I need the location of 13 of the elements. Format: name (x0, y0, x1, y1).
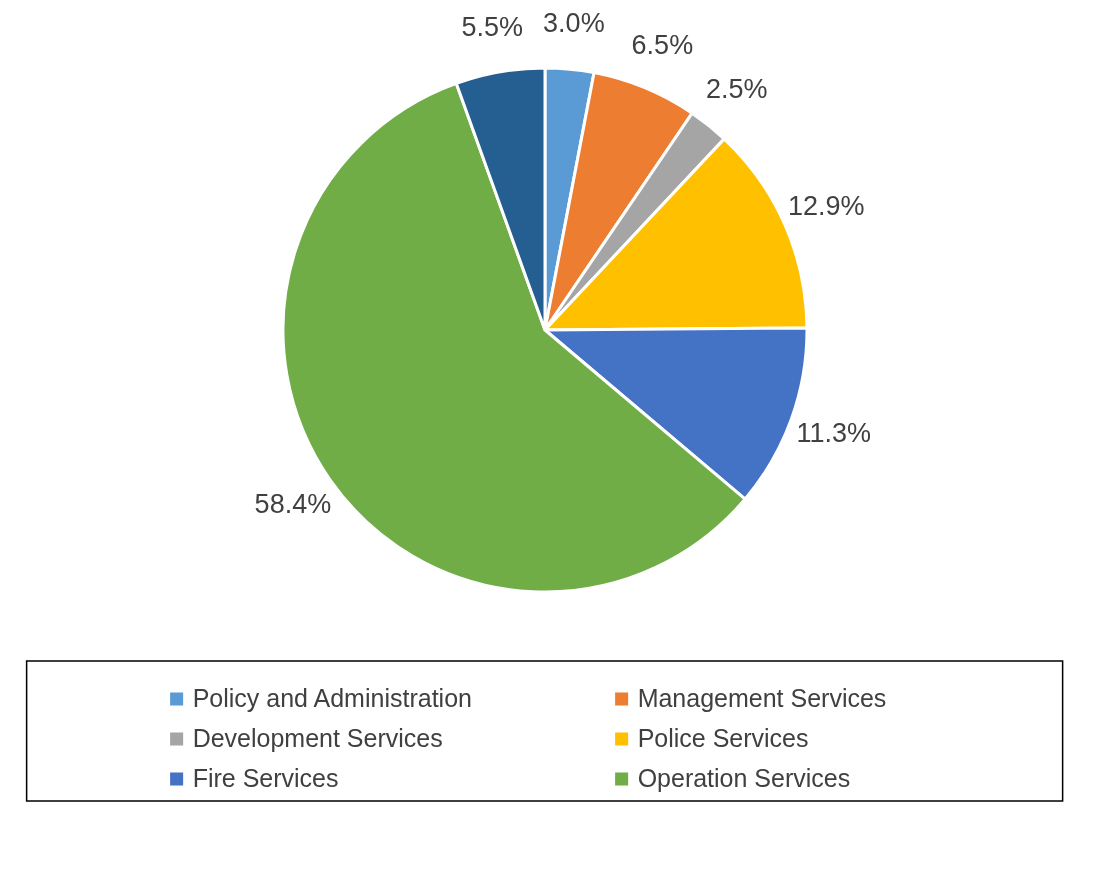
data-label: 12.9% (787, 190, 865, 221)
data-label: 6.5% (631, 30, 694, 61)
legend-label: Management Services (637, 684, 887, 712)
data-label: 58.4% (254, 489, 332, 520)
legend-label: Policy and Administration (192, 684, 472, 712)
legend-label: Operation Services (637, 764, 851, 792)
data-label: 5.5% (461, 11, 524, 42)
legend-label: Development Services (192, 724, 443, 752)
data-label: 2.5% (706, 74, 768, 105)
legend-label: Fire Services (192, 764, 339, 792)
data-label: 3.0% (543, 8, 605, 39)
legend-label: Police Services (637, 724, 809, 752)
data-label: 11.3% (796, 418, 871, 449)
